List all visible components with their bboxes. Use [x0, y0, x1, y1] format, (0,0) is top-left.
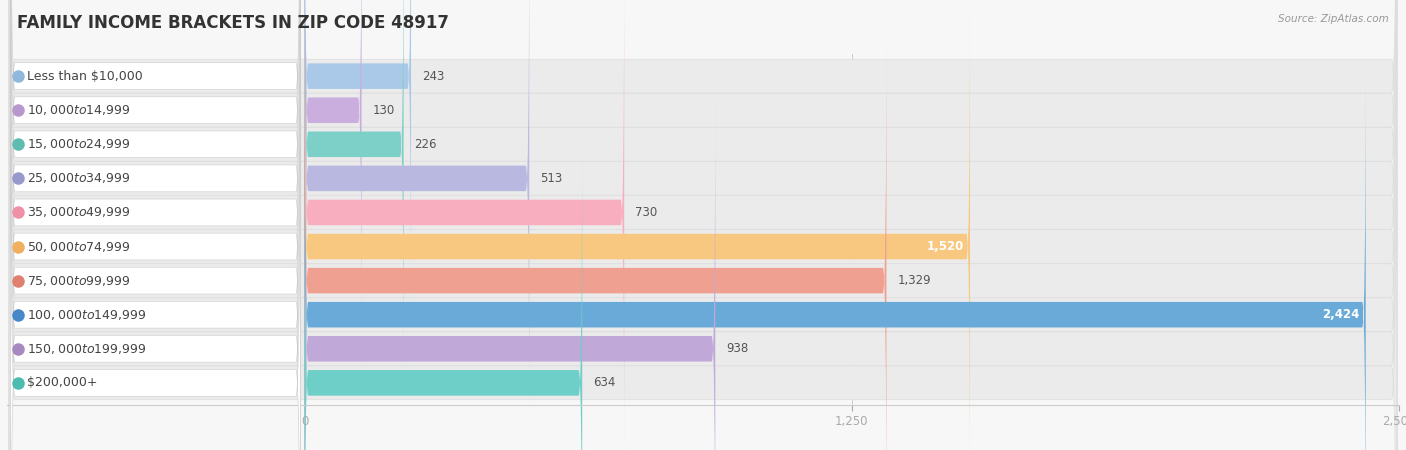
FancyBboxPatch shape: [10, 0, 301, 437]
Text: $10,000 to $14,999: $10,000 to $14,999: [27, 103, 131, 117]
FancyBboxPatch shape: [305, 55, 1365, 450]
Text: 634: 634: [593, 376, 616, 389]
FancyBboxPatch shape: [10, 0, 1396, 450]
FancyBboxPatch shape: [305, 21, 886, 450]
FancyBboxPatch shape: [305, 0, 411, 336]
Text: $100,000 to $149,999: $100,000 to $149,999: [27, 308, 146, 322]
FancyBboxPatch shape: [305, 0, 361, 370]
Text: $200,000+: $200,000+: [27, 376, 97, 389]
FancyBboxPatch shape: [10, 55, 301, 450]
Text: 513: 513: [540, 172, 562, 185]
Text: 226: 226: [415, 138, 437, 151]
FancyBboxPatch shape: [10, 22, 301, 450]
FancyBboxPatch shape: [10, 0, 1396, 450]
Text: 130: 130: [373, 104, 395, 117]
Text: Source: ZipAtlas.com: Source: ZipAtlas.com: [1278, 14, 1389, 23]
FancyBboxPatch shape: [10, 0, 301, 450]
FancyBboxPatch shape: [10, 0, 1396, 450]
FancyBboxPatch shape: [10, 0, 1396, 450]
Text: 1,329: 1,329: [897, 274, 931, 287]
Text: 2,424: 2,424: [1322, 308, 1360, 321]
Text: 730: 730: [636, 206, 658, 219]
FancyBboxPatch shape: [10, 0, 1396, 450]
FancyBboxPatch shape: [305, 89, 716, 450]
FancyBboxPatch shape: [305, 0, 624, 450]
FancyBboxPatch shape: [305, 0, 404, 404]
FancyBboxPatch shape: [10, 0, 1396, 450]
FancyBboxPatch shape: [10, 0, 301, 450]
Text: 938: 938: [725, 342, 748, 355]
FancyBboxPatch shape: [10, 0, 1396, 450]
Text: FAMILY INCOME BRACKETS IN ZIP CODE 48917: FAMILY INCOME BRACKETS IN ZIP CODE 48917: [17, 14, 449, 32]
FancyBboxPatch shape: [10, 0, 301, 404]
FancyBboxPatch shape: [305, 0, 970, 450]
Text: 243: 243: [422, 70, 444, 83]
FancyBboxPatch shape: [305, 123, 582, 450]
Text: $15,000 to $24,999: $15,000 to $24,999: [27, 137, 131, 151]
Text: $25,000 to $34,999: $25,000 to $34,999: [27, 171, 131, 185]
FancyBboxPatch shape: [305, 0, 529, 438]
Text: $35,000 to $49,999: $35,000 to $49,999: [27, 206, 131, 220]
FancyBboxPatch shape: [10, 0, 1396, 450]
FancyBboxPatch shape: [10, 0, 301, 450]
Text: Less than $10,000: Less than $10,000: [27, 70, 143, 83]
FancyBboxPatch shape: [10, 0, 301, 450]
Text: $50,000 to $74,999: $50,000 to $74,999: [27, 239, 131, 253]
Text: 1,520: 1,520: [927, 240, 963, 253]
FancyBboxPatch shape: [10, 0, 301, 450]
FancyBboxPatch shape: [10, 0, 301, 450]
FancyBboxPatch shape: [10, 0, 1396, 450]
FancyBboxPatch shape: [10, 0, 1396, 450]
Text: $75,000 to $99,999: $75,000 to $99,999: [27, 274, 131, 288]
Text: $150,000 to $199,999: $150,000 to $199,999: [27, 342, 146, 356]
